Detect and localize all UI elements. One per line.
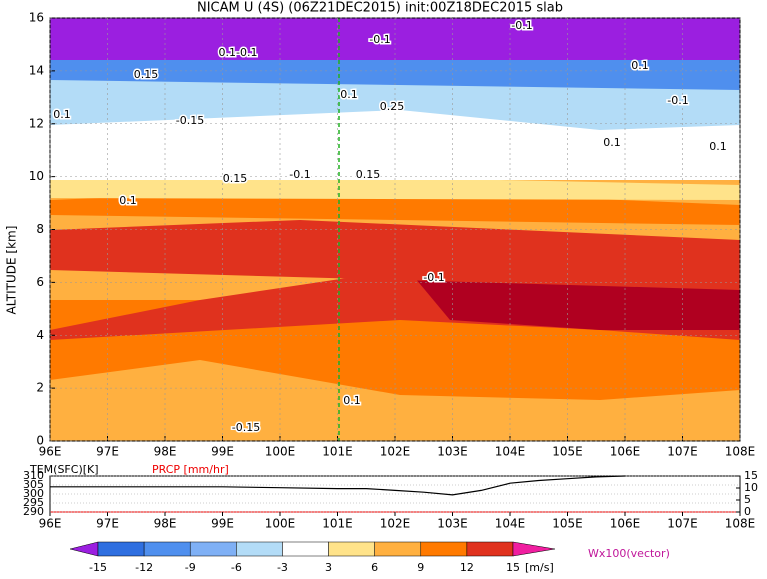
- contour-label: 0.1: [631, 59, 649, 72]
- y-tick-label: 10: [29, 169, 44, 183]
- contour-label: -0.1: [667, 94, 688, 107]
- colorbar-label: 12: [460, 561, 474, 574]
- colorbar-label: 9: [417, 561, 424, 574]
- y-axis-label: ALTITUDE [km]: [5, 226, 19, 315]
- contour-label: 0.15: [223, 172, 248, 185]
- x-tick-label: 101E: [322, 445, 353, 459]
- colorbar-label: -9: [185, 561, 196, 574]
- colorbar-box: [189, 541, 237, 557]
- contour-label: 0.1: [709, 140, 727, 153]
- x-tick-label: 97E: [96, 517, 119, 531]
- contour-label: 0.1: [343, 394, 361, 407]
- x-tick-label: 101E: [322, 517, 353, 531]
- x-tick-label: 98E: [154, 445, 177, 459]
- colorbar-box: [466, 541, 514, 557]
- contour-label: -0.15: [176, 114, 204, 127]
- contour-label: -0.15: [232, 421, 260, 434]
- contour-label: -0.1: [423, 271, 444, 284]
- x-tick-label: 108E: [725, 517, 756, 531]
- panel-label2: PRCP [mm/hr]: [152, 463, 229, 476]
- x-tick-label: 108E: [725, 445, 756, 459]
- x-tick-label: 104E: [495, 517, 526, 531]
- line: [50, 475, 626, 496]
- x-tick-label: 97E: [96, 445, 119, 459]
- x-tick-label: 102E: [380, 445, 411, 459]
- contour-label: 0.25: [380, 100, 405, 113]
- x-tick-label: 106E: [610, 517, 641, 531]
- y-tick-label: 4: [36, 328, 44, 342]
- x-tick-label: 102E: [380, 517, 411, 531]
- x-tick-label: 100E: [265, 445, 296, 459]
- x-tick-label: 99E: [211, 517, 234, 531]
- x-tick-label: 104E: [495, 445, 526, 459]
- colorbar-box: [236, 541, 283, 557]
- colorbar-box: [282, 541, 329, 557]
- contour-label: 0.1: [53, 108, 71, 121]
- y2-tick-label: 15: [744, 469, 758, 482]
- y-tick-label: 0: [36, 434, 44, 448]
- y-tick-label: 305: [23, 478, 44, 491]
- colorbar-label: -15: [89, 561, 107, 574]
- y-tick-label: 2: [36, 381, 44, 395]
- x-tick-label: 107E: [667, 517, 698, 531]
- colorbar-box: [143, 541, 191, 557]
- y-tick-label: 14: [29, 63, 44, 77]
- x-tick-label: 105E: [552, 445, 583, 459]
- y-tick-label: 310: [23, 469, 44, 482]
- y-tick-label: 8: [36, 222, 44, 236]
- x-tick-label: 99E: [211, 445, 234, 459]
- colorbar-end: [69, 541, 99, 557]
- colorbar-box: [328, 541, 375, 557]
- y-tick-label: 6: [36, 275, 44, 289]
- colorbar-box: [420, 541, 468, 557]
- colorbar-label: 15: [506, 561, 520, 574]
- y-tick-label: 300: [23, 487, 44, 500]
- x-tick-label: 96E: [39, 517, 62, 531]
- y-tick-label: 290: [23, 505, 44, 518]
- x-tick-label: 103E: [437, 517, 468, 531]
- y-tick-label: 12: [29, 116, 44, 130]
- contour-label: 0.15: [356, 168, 381, 181]
- x-tick-label: 105E: [552, 517, 583, 531]
- contour-label: 0.1: [119, 194, 137, 207]
- colorbar-end: [512, 541, 556, 557]
- x-tick-label: 100E: [265, 517, 296, 531]
- y-tick-label: 295: [23, 496, 44, 509]
- colorbar-box: [97, 541, 145, 557]
- y2-tick-label: 5: [744, 493, 751, 506]
- contour-label: 0.1: [340, 88, 358, 101]
- y-tick-label: 16: [29, 11, 44, 25]
- contour-label: -0.1: [289, 168, 310, 181]
- contour-label: 0.15: [134, 68, 159, 81]
- contour-label: -0.1: [369, 33, 390, 46]
- x-tick-label: 106E: [610, 445, 641, 459]
- chart-title: NICAM U (4S) (06Z21DEC2015) init:00Z18DE…: [197, 1, 563, 16]
- colorbar-label: -12: [135, 561, 153, 574]
- x-tick-label: 107E: [667, 445, 698, 459]
- colorbar-label: -3: [277, 561, 288, 574]
- colorbar-label: 3: [325, 561, 332, 574]
- colorbar-box: [374, 541, 422, 557]
- colorbar-label: 6: [371, 561, 378, 574]
- contour-label: 0.1: [603, 136, 621, 149]
- contour-label: -0.1: [511, 19, 532, 32]
- vector-label: Wx100(vector): [588, 547, 670, 560]
- contour-label: 0.1-0.1: [219, 46, 258, 59]
- colorbar-unit: [m/s]: [525, 561, 554, 574]
- colorbar-label: -6: [231, 561, 242, 574]
- x-tick-label: 103E: [437, 445, 468, 459]
- panel-label: TEM(SFC)[K]: [29, 463, 99, 476]
- x-tick-label: 96E: [39, 445, 62, 459]
- y2-tick-label: 10: [744, 481, 758, 494]
- y2-tick-label: 0: [744, 505, 751, 518]
- x-tick-label: 98E: [154, 517, 177, 531]
